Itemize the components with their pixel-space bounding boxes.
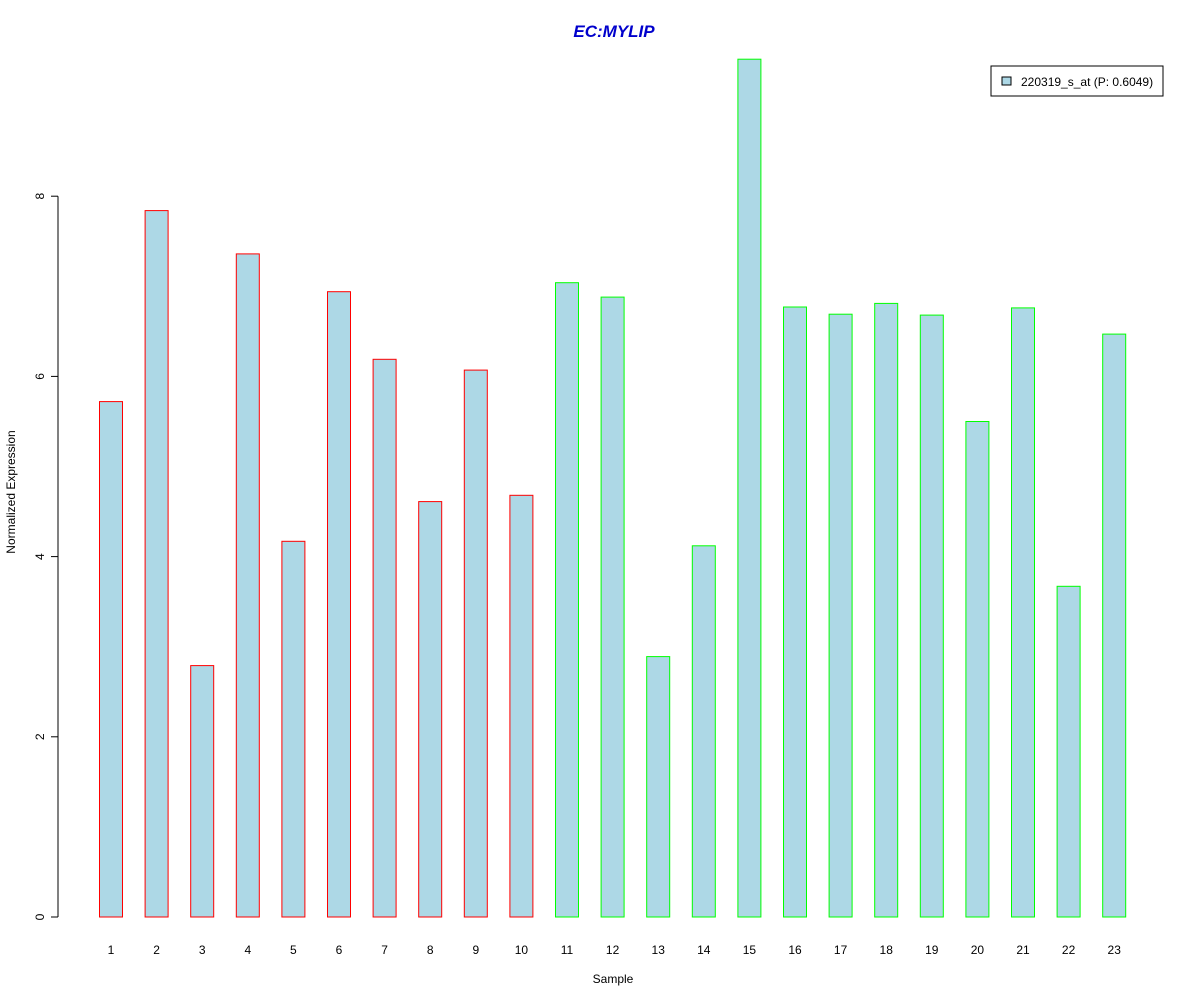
legend-label: 220319_s_at (P: 0.6049) (1021, 75, 1153, 89)
x-tick-label: 20 (971, 943, 985, 957)
bar (99, 401, 123, 918)
bar (783, 306, 807, 918)
y-tick-label: 8 (33, 193, 47, 200)
x-tick-label: 19 (925, 943, 939, 957)
chart-title: EC:MYLIP (573, 22, 655, 41)
bar (144, 210, 169, 918)
x-tick-label: 21 (1016, 943, 1030, 957)
bar (691, 545, 716, 918)
bar (1011, 307, 1035, 918)
bar (418, 501, 443, 918)
x-tick-label: 1 (108, 943, 115, 957)
x-tick-label: 7 (381, 943, 388, 957)
x-axis-label: Sample (593, 972, 634, 986)
x-tick-label: 11 (561, 943, 574, 957)
bar (737, 58, 762, 918)
bar (190, 665, 215, 918)
x-tick-label: 14 (697, 943, 711, 957)
x-tick-label: 9 (472, 943, 479, 957)
bar (919, 314, 944, 918)
bar (1056, 585, 1081, 918)
bar (327, 291, 351, 918)
x-tick-label: 4 (244, 943, 251, 957)
bar (600, 296, 625, 918)
y-axis: 0 2 4 6 8 (33, 193, 59, 920)
x-tick-label: 6 (336, 943, 343, 957)
bar (1102, 333, 1127, 918)
x-tick-label: 5 (290, 943, 297, 957)
bar (646, 656, 671, 918)
bar (555, 282, 579, 918)
x-tick-label: 8 (427, 943, 434, 957)
bar (281, 540, 306, 918)
bar (463, 369, 488, 918)
x-tick-label: 13 (652, 943, 666, 957)
x-tick-label: 10 (515, 943, 529, 957)
x-tick-label: 23 (1108, 943, 1122, 957)
x-tick-label: 17 (834, 943, 848, 957)
x-tick-label: 12 (606, 943, 620, 957)
y-tick-label: 2 (33, 733, 47, 740)
x-tick-label: 3 (199, 943, 206, 957)
bar (235, 253, 260, 918)
y-tick-label: 0 (33, 913, 47, 920)
bar (372, 358, 397, 918)
y-axis-label: Normalized Expression (4, 430, 18, 553)
bar (509, 494, 534, 918)
y-tick-label: 4 (33, 553, 47, 560)
x-tick-label: 2 (153, 943, 160, 957)
x-tick-label: 22 (1062, 943, 1076, 957)
x-axis: 1 2 3 4 5 6 7 8 9 10 11 12 13 14 15 16 17 18 19 20 21 22 23 (108, 943, 1122, 957)
bars-group (99, 58, 1127, 918)
y-tick-label: 6 (33, 373, 47, 380)
bar (874, 302, 899, 918)
x-tick-label: 16 (788, 943, 802, 957)
x-tick-label: 15 (743, 943, 757, 957)
legend: 220319_s_at (P: 0.6049) (990, 65, 1164, 97)
legend-swatch (1001, 76, 1012, 86)
bar (828, 313, 853, 918)
legend-box (990, 65, 1164, 97)
x-tick-label: 18 (880, 943, 894, 957)
bar (965, 421, 990, 918)
